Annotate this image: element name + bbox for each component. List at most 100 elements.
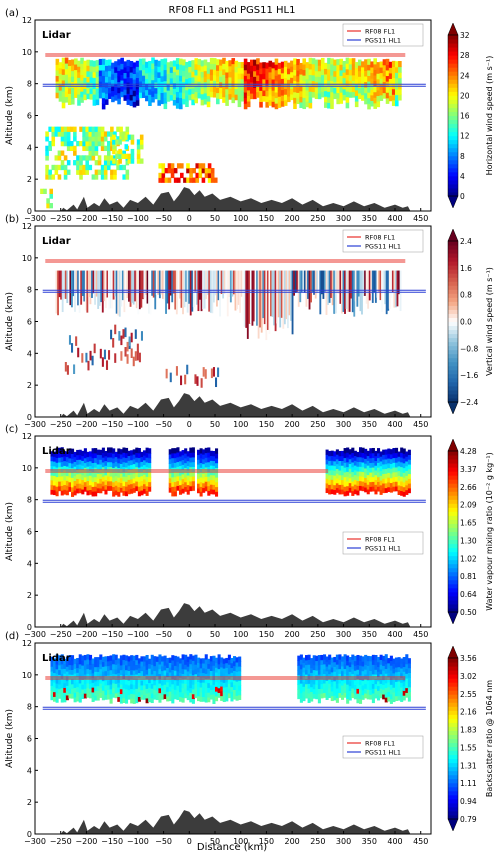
data-cell xyxy=(86,490,90,496)
data-cell xyxy=(271,67,276,74)
data-cell xyxy=(135,669,139,675)
data-cell xyxy=(99,464,103,470)
data-cell xyxy=(320,63,325,70)
data-cell xyxy=(333,661,337,667)
data-cell xyxy=(382,684,386,690)
data-cell xyxy=(71,683,75,690)
data-cell xyxy=(184,374,187,385)
data-cell xyxy=(53,667,57,674)
data-cell xyxy=(377,680,381,687)
data-cell xyxy=(238,685,242,691)
data-cell xyxy=(89,693,93,699)
data-cell xyxy=(78,468,82,475)
data-cell xyxy=(101,58,106,65)
colorbar-tick-label: 0.81 xyxy=(460,572,477,581)
data-cell xyxy=(379,688,383,694)
data-cell xyxy=(58,95,63,102)
data-cell xyxy=(77,88,81,95)
x-tick-label: 50 xyxy=(210,214,220,223)
data-cell xyxy=(377,481,381,487)
data-cell xyxy=(209,488,213,495)
data-cell xyxy=(324,85,328,92)
data-cell xyxy=(212,489,216,495)
data-cell xyxy=(74,270,76,312)
colorbar-extend-top xyxy=(447,22,459,36)
data-cell xyxy=(76,478,80,484)
data-cell xyxy=(215,472,219,478)
colorbar-swatch xyxy=(448,269,458,274)
y-tick-label: 4 xyxy=(27,766,32,775)
data-cell xyxy=(148,453,152,459)
data-cell xyxy=(395,100,399,107)
data-cell xyxy=(53,480,57,486)
data-cell xyxy=(209,679,213,686)
data-cell xyxy=(137,686,141,693)
data-cell xyxy=(395,686,399,692)
data-cell xyxy=(317,65,322,72)
data-cell xyxy=(356,678,360,685)
data-cell xyxy=(199,491,203,497)
data-cell xyxy=(359,270,362,312)
data-cell xyxy=(231,80,236,87)
data-cell xyxy=(400,476,404,482)
data-cell xyxy=(155,661,159,667)
colorbar-swatch xyxy=(448,241,458,246)
colorbar-swatch xyxy=(448,706,458,711)
colorbar: 0.500.640.811.021.301.652.092.663.374.28… xyxy=(447,438,494,625)
data-cell xyxy=(395,681,399,687)
data-cell xyxy=(120,74,124,81)
data-cell xyxy=(192,177,196,183)
data-cell xyxy=(71,270,73,308)
data-cell xyxy=(222,672,226,679)
data-cell xyxy=(151,270,154,296)
data-cell xyxy=(40,188,44,194)
data-cell xyxy=(117,75,121,83)
data-cell xyxy=(346,655,350,661)
colorbar-tick-label: 12 xyxy=(460,132,470,141)
data-cell xyxy=(135,678,139,685)
data-cell xyxy=(143,270,146,299)
data-cell xyxy=(384,668,388,674)
data-cell xyxy=(369,656,373,662)
data-cell xyxy=(342,60,347,68)
data-cell xyxy=(348,86,353,93)
data-cell xyxy=(124,153,129,159)
data-cell xyxy=(371,476,375,482)
data-cell xyxy=(118,139,122,145)
data-cell xyxy=(346,447,350,453)
data-cell xyxy=(209,85,214,92)
colorbar-swatch xyxy=(448,483,458,488)
data-cell xyxy=(49,193,53,199)
data-cell xyxy=(135,88,140,95)
data-cell xyxy=(359,655,363,661)
data-cell xyxy=(58,660,62,666)
data-cell xyxy=(184,692,188,699)
panel-c: −300 −250 −200 −150 −100 −50 0 50 100 150 200 250 30… xyxy=(5,424,494,639)
data-cell xyxy=(130,664,134,670)
data-cell xyxy=(202,677,206,683)
data-cell xyxy=(171,655,175,661)
data-cell xyxy=(58,78,63,86)
data-cell xyxy=(83,270,86,302)
data-cell xyxy=(163,693,167,700)
data-cell xyxy=(66,126,71,132)
plot-frame xyxy=(34,225,432,418)
data-cell xyxy=(135,485,139,492)
data-cell xyxy=(222,85,226,92)
data-cell xyxy=(189,673,193,679)
data-cell xyxy=(184,683,188,689)
data-cell xyxy=(150,664,154,670)
data-cell xyxy=(197,454,201,460)
data-cell xyxy=(188,71,192,79)
data-cell xyxy=(119,698,123,704)
data-cell xyxy=(310,686,314,693)
data-cell xyxy=(109,466,113,472)
data-cell xyxy=(402,491,406,497)
colorbar-swatch xyxy=(448,575,458,581)
data-cell xyxy=(107,660,111,667)
data-cell xyxy=(124,134,129,140)
data-cell xyxy=(335,458,339,465)
data-cell xyxy=(61,79,66,87)
data-cell xyxy=(212,679,216,685)
data-cell xyxy=(336,92,340,99)
